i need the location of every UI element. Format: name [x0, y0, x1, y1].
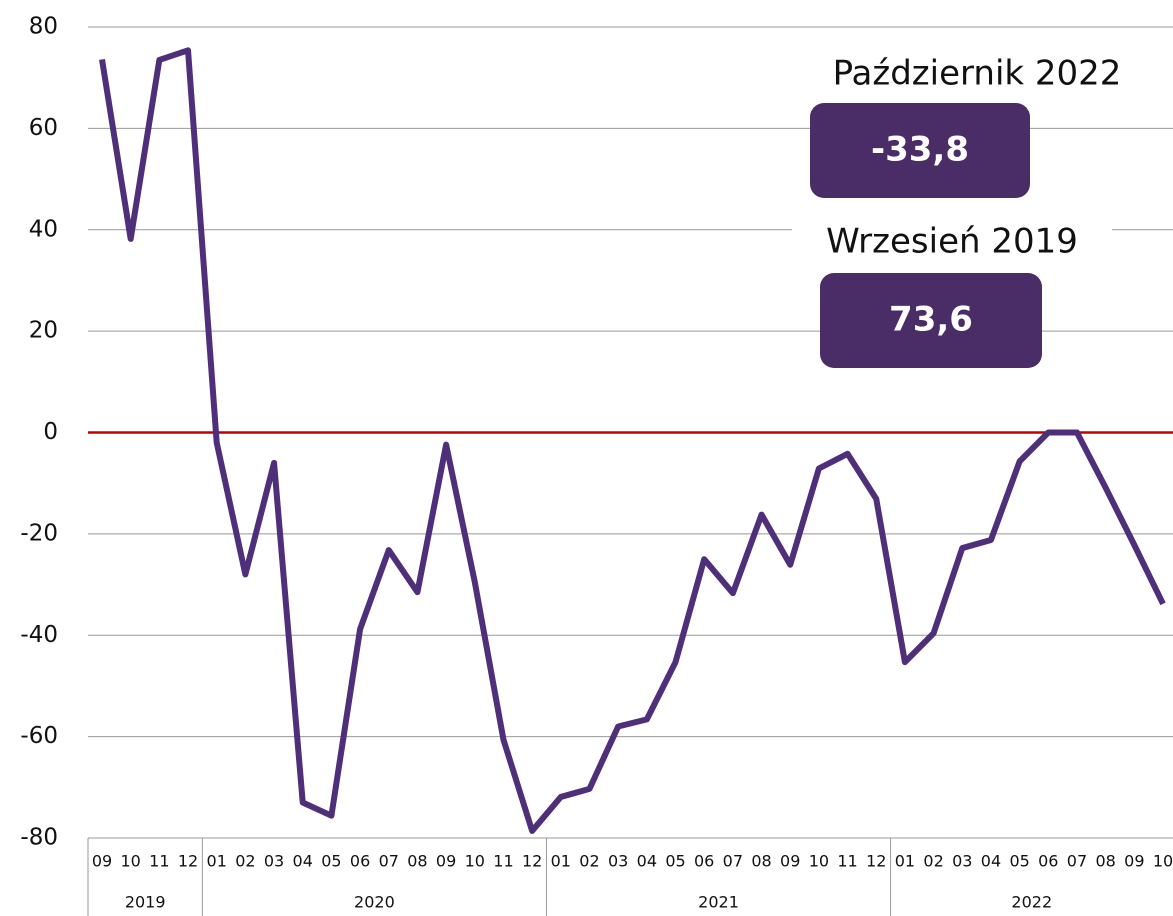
x-tick-label: 12 [866, 852, 886, 871]
y-tick-label: 40 [29, 216, 58, 242]
annotation-value: -33,8 [871, 130, 969, 170]
x-tick-label: 11 [493, 852, 513, 871]
x-tick-label: 05 [1009, 852, 1029, 871]
x-group-label: 2019 [125, 893, 166, 912]
x-tick-label: 08 [1095, 852, 1115, 871]
x-tick-label: 10 [465, 852, 485, 871]
x-tick-label: 05 [321, 852, 341, 871]
x-tick-label: 10 [1153, 852, 1173, 871]
y-tick-label: -40 [20, 622, 58, 648]
x-tick-label: 10 [809, 852, 829, 871]
x-group-label: 2022 [1011, 893, 1052, 912]
x-tick-label: 12 [178, 852, 198, 871]
x-tick-label: 02 [579, 852, 599, 871]
annotation-value: 73,6 [889, 300, 973, 340]
y-tick-label: 0 [43, 419, 58, 445]
line-series [99, 47, 1166, 834]
x-tick-label: 01 [207, 852, 227, 871]
x-tick-label: 04 [981, 852, 1001, 871]
x-tick-label: 05 [665, 852, 685, 871]
x-group-label: 2020 [354, 893, 395, 912]
annotation-label: Wrzesień 2019 [826, 222, 1078, 262]
x-tick-label: 11 [837, 852, 857, 871]
y-tick-label: -20 [20, 520, 58, 546]
x-tick-label: 06 [1038, 852, 1058, 871]
x-tick-label: 01 [895, 852, 915, 871]
x-tick-label: 07 [379, 852, 399, 871]
y-tick-label: 60 [29, 115, 58, 141]
x-tick-label: 11 [149, 852, 169, 871]
y-tick-label: 20 [29, 318, 58, 344]
annotation-box [810, 103, 1030, 198]
x-tick-label: 04 [637, 852, 657, 871]
x-tick-label: 06 [350, 852, 370, 871]
annotation-label: Październik 2022 [833, 54, 1122, 94]
x-tick-label: 02 [923, 852, 943, 871]
x-group-label: 2021 [698, 893, 739, 912]
y-tick-label: 80 [29, 14, 58, 40]
x-tick-label: 03 [264, 852, 284, 871]
x-tick-label: 12 [522, 852, 542, 871]
x-tick-label: 06 [694, 852, 714, 871]
x-tick-label: 09 [92, 852, 112, 871]
annotation-backdrop [792, 221, 1112, 265]
x-tick-label: 01 [551, 852, 571, 871]
x-tick-label: 02 [235, 852, 255, 871]
x-tick-label: 09 [436, 852, 456, 871]
x-tick-label: 09 [780, 852, 800, 871]
x-tick-label: 07 [1067, 852, 1087, 871]
x-tick-label: 03 [952, 852, 972, 871]
x-tick-label: 09 [1124, 852, 1144, 871]
y-tick-label: -60 [20, 723, 58, 749]
x-tick-label: 08 [751, 852, 771, 871]
x-tick-label: 10 [120, 852, 140, 871]
annotation-box [820, 273, 1042, 368]
y-tick-label: -80 [20, 825, 58, 851]
x-tick-label: 08 [407, 852, 427, 871]
x-tick-label: 07 [723, 852, 743, 871]
x-tick-label: 04 [293, 852, 313, 871]
annotation-backdrop [817, 53, 1137, 97]
x-tick-label: 03 [608, 852, 628, 871]
